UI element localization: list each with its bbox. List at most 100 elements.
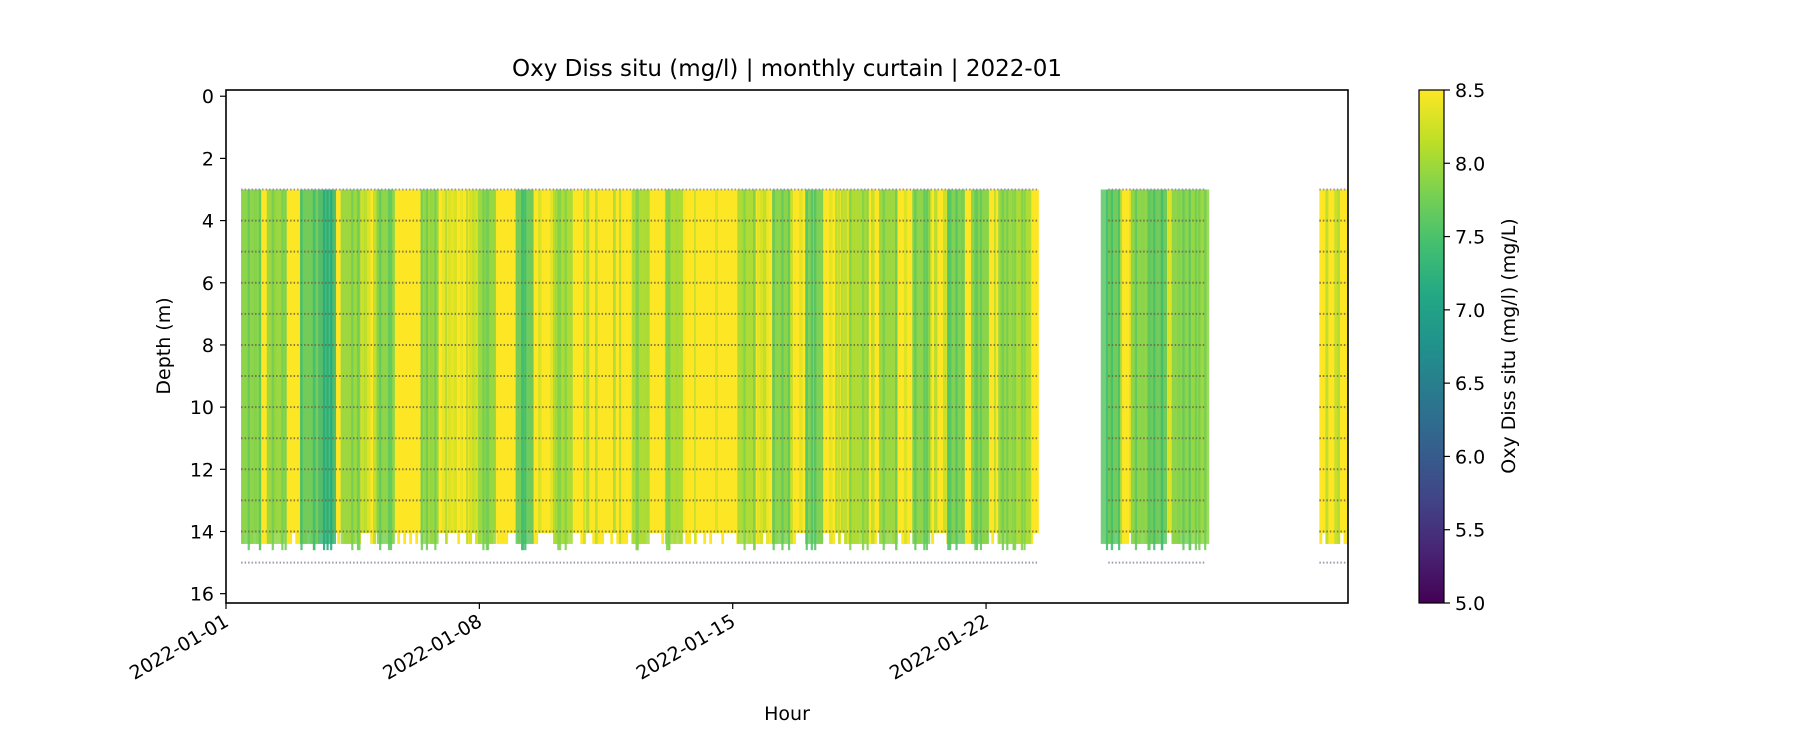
texture-stripe <box>469 189 473 544</box>
missing-deep-sample <box>730 533 734 572</box>
low-value-streak <box>975 189 979 551</box>
missing-deep-sample <box>1183 533 1187 572</box>
missing-deep-sample <box>742 533 746 572</box>
missing-deep-sample <box>568 533 572 572</box>
missing-deep-sample <box>976 533 980 572</box>
texture-stripe <box>841 189 844 544</box>
low-value-streak <box>425 189 429 551</box>
texture-stripe <box>472 189 476 544</box>
missing-deep-sample <box>628 533 632 572</box>
missing-deep-sample <box>448 533 452 572</box>
low-value-streak <box>1194 189 1197 551</box>
low-value-streak <box>1134 189 1138 551</box>
colorbar-label: Oxy Diss situ (mg/l) (mg/L) <box>1498 218 1520 473</box>
low-value-streak <box>866 189 869 551</box>
y-tick-label: 4 <box>202 211 214 233</box>
plot-frame <box>225 89 1349 604</box>
missing-deep-sample <box>508 533 512 572</box>
low-value-streak <box>524 189 527 551</box>
texture-stripe <box>847 189 850 544</box>
low-value-streak <box>772 189 775 551</box>
low-value-streak <box>979 189 983 551</box>
low-value-streak <box>814 189 817 551</box>
texture-stripe <box>844 189 848 544</box>
missing-deep-sample <box>1114 533 1118 572</box>
missing-deep-sample <box>922 533 926 572</box>
y-tick-label: 16 <box>190 584 214 606</box>
low-value-band <box>1148 189 1167 544</box>
low-value-streak <box>434 189 437 551</box>
missing-deep-sample <box>481 533 485 572</box>
missing-deep-sample <box>274 533 278 572</box>
low-value-streak <box>914 189 917 551</box>
low-value-band <box>631 189 650 544</box>
low-value-streak <box>351 189 354 551</box>
colorbar-tick-label: 6.5 <box>1455 373 1485 395</box>
texture-stripe <box>613 189 616 544</box>
low-value-streak <box>949 189 952 551</box>
missing-deep-sample <box>589 533 593 572</box>
texture-stripe <box>586 189 590 544</box>
missing-deep-sample <box>955 533 959 572</box>
missing-deep-sample <box>655 533 659 572</box>
missing-deep-sample <box>691 533 695 572</box>
low-value-band <box>737 189 756 544</box>
texture-stripe <box>760 189 764 544</box>
missing-deep-sample <box>559 533 563 572</box>
missing-deep-sample <box>1201 533 1205 572</box>
low-value-streak <box>247 189 250 551</box>
missing-deep-sample <box>1036 533 1040 572</box>
missing-deep-sample <box>436 533 440 572</box>
texture-stripe <box>460 189 464 544</box>
colorbar-tick-label: 7.5 <box>1455 227 1485 249</box>
missing-deep-sample <box>367 533 371 572</box>
low-value-streak <box>1118 189 1121 551</box>
missing-deep-sample <box>271 533 275 572</box>
missing-deep-sample <box>529 533 533 572</box>
missing-deep-sample <box>646 533 650 572</box>
missing-deep-sample <box>292 533 296 572</box>
low-value-streak <box>974 189 977 551</box>
texture-stripe <box>766 189 770 544</box>
low-value-streak <box>258 189 262 551</box>
missing-deep-sample <box>784 533 788 572</box>
missing-deep-sample <box>253 533 257 572</box>
low-value-streak <box>379 189 382 551</box>
missing-deep-sample <box>664 533 668 572</box>
texture-stripe <box>451 189 455 544</box>
colorbar-tick-label: 7.0 <box>1455 300 1485 322</box>
missing-deep-sample <box>940 533 944 572</box>
missing-deep-sample <box>808 533 812 572</box>
texture-stripe <box>943 189 947 544</box>
low-value-streak <box>485 189 488 551</box>
low-value-streak <box>862 189 865 551</box>
missing-deep-sample <box>364 533 368 572</box>
low-value-streak <box>668 189 671 551</box>
low-value-streak <box>557 189 560 551</box>
low-value-streak <box>323 189 326 551</box>
low-value-streak <box>387 189 391 551</box>
texture-stripe <box>442 189 445 544</box>
missing-deep-sample <box>574 533 578 572</box>
y-tick-label: 0 <box>202 86 214 108</box>
missing-deep-sample <box>649 533 653 572</box>
low-value-streak <box>330 189 333 551</box>
low-value-streak <box>743 189 746 551</box>
low-value-streak <box>1014 189 1017 551</box>
low-value-band <box>879 189 898 544</box>
missing-deep-sample <box>937 533 941 572</box>
x-axis: 2022-01-01 2022-01-08 2022-01-15 2022-01-22 <box>126 603 993 685</box>
texture-stripe <box>538 189 542 544</box>
low-value-streak <box>312 189 315 551</box>
missing-deep-sample <box>418 533 422 572</box>
missing-deep-sample <box>763 533 767 572</box>
missing-deep-sample <box>1186 533 1190 572</box>
texture-stripe <box>694 189 696 544</box>
missing-deep-sample <box>823 533 827 572</box>
low-value-streak <box>1204 189 1207 551</box>
low-value-band <box>771 189 790 544</box>
low-value-streak <box>947 189 950 551</box>
colorbar-tick-label: 5.5 <box>1455 520 1485 542</box>
texture-stripe <box>1168 189 1172 544</box>
